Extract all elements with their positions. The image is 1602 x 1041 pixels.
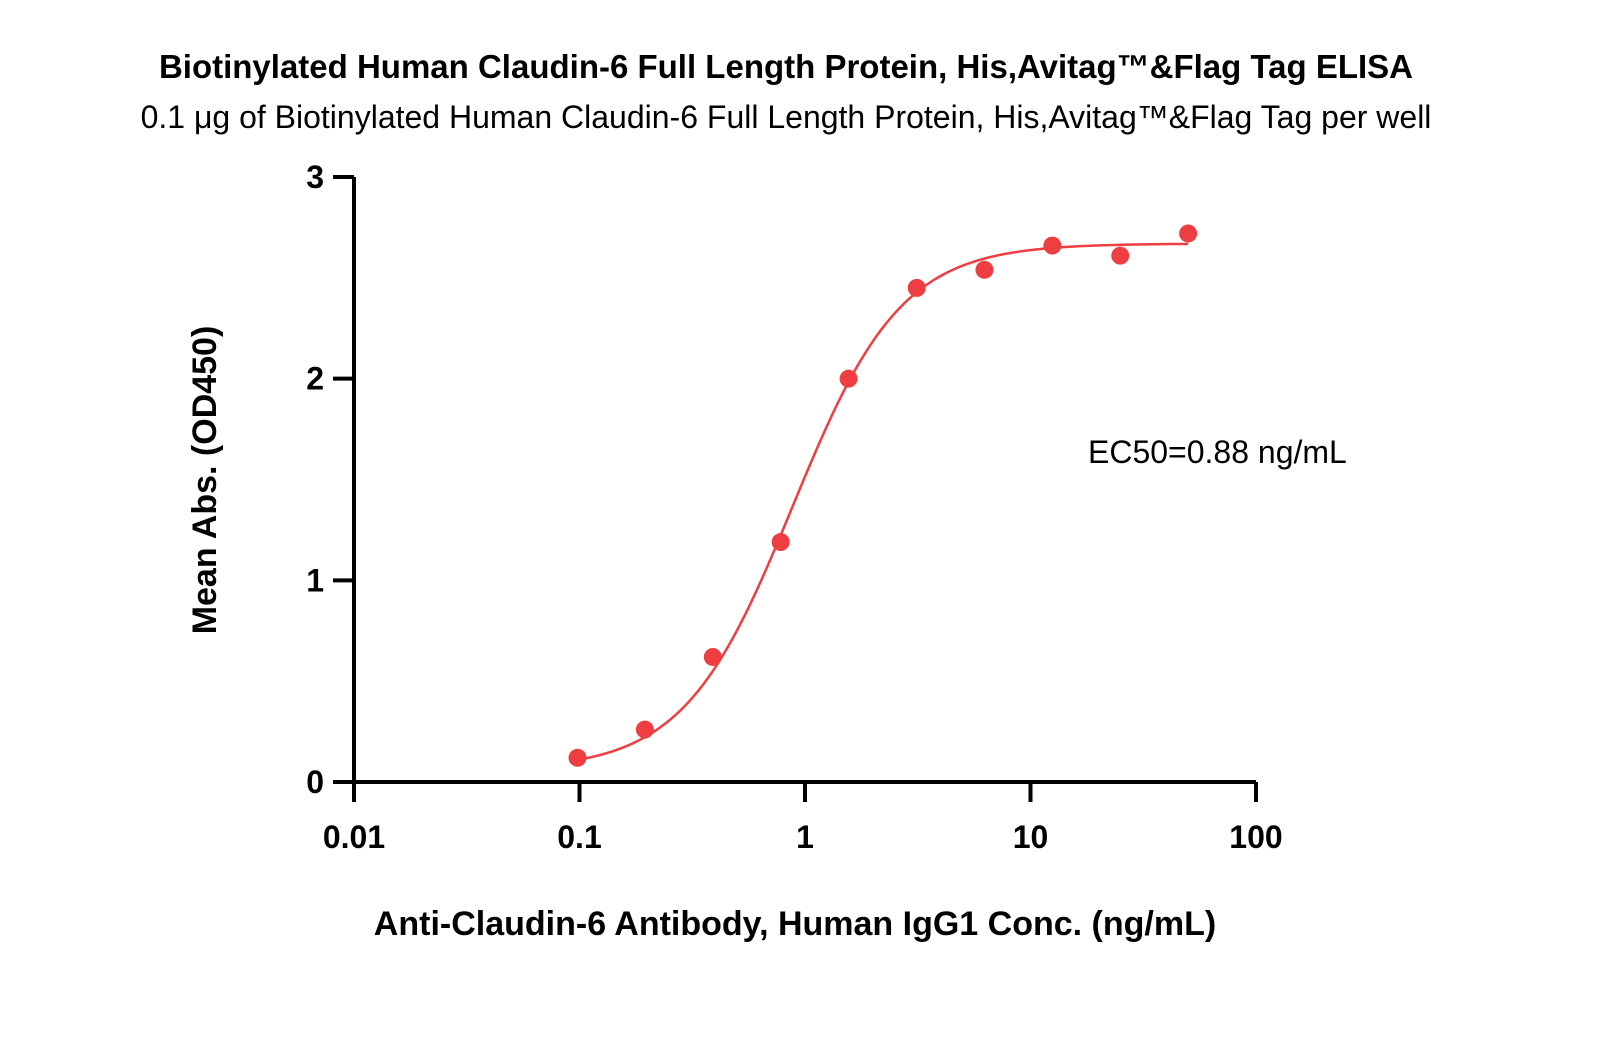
fit-curve [577,242,1189,762]
x-axis-label: Anti-Claudin-6 Antibody, Human IgG1 Conc… [374,905,1216,943]
data-point [568,748,587,767]
y-axis-label: Mean Abs. (OD450) [186,326,224,635]
data-point [839,369,858,388]
data-point [771,533,790,552]
data-point [1043,236,1062,255]
data-point [703,647,722,666]
chart-subtitle: 0.1 μg of Biotinylated Human Claudin-6 F… [141,99,1432,135]
axes [333,177,1256,784]
data-points [568,224,1198,767]
x-tick-label: 1 [796,819,814,855]
y-tick-label: 2 [306,361,324,397]
data-point [975,260,994,279]
chart-title: Biotinylated Human Claudin-6 Full Length… [159,48,1413,85]
ec50-annotation: EC50=0.88 ng/mL [1088,434,1347,470]
y-tick-label: 1 [306,562,324,598]
data-point [907,278,926,297]
data-point [635,720,654,739]
data-point [1179,224,1198,243]
y-tick-label: 3 [306,159,324,195]
x-tick-label: 100 [1229,819,1282,855]
x-tick-label: 0.1 [557,819,601,855]
x-tick-label: 10 [1013,819,1049,855]
y-tick-label: 0 [306,764,324,800]
x-ticks: 0.01 0.1 1 10 100 [323,782,1283,855]
data-point [1111,246,1130,265]
x-tick-label: 0.01 [323,819,385,855]
y-ticks: 0 1 2 3 [306,159,354,800]
